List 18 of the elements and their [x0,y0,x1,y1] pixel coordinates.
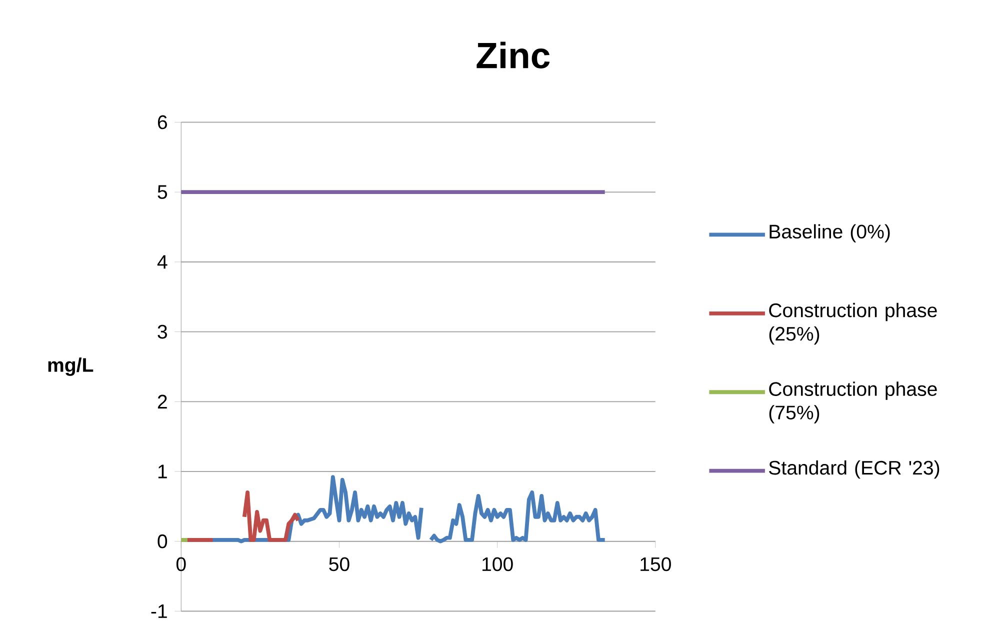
y-tick-label: 0 [158,534,168,548]
x-tick-label: 150 [640,557,671,572]
x-tick-label: 50 [329,557,350,572]
y-axis-title: mg/L [48,358,94,376]
legend-label: Baseline (0%) [770,224,890,243]
x-tick-label: 100 [482,557,513,572]
y-tick-label: -1 [151,604,167,618]
chart-title: Zinc [476,42,550,69]
y-tick-label: 4 [157,255,168,269]
legend-label: Construction phase (75%) [769,382,937,424]
y-tick-label: 5 [158,185,168,200]
y-tick-label: 2 [158,394,167,409]
legend-label: Construction phase (25%) [769,303,937,345]
x-tick-label: 0 [176,557,186,572]
y-tick-label: 3 [158,325,167,339]
y-tick-label: 1 [158,464,167,478]
legend-label: Standard (ECR '23) [769,460,940,479]
y-tick-label: 6 [158,115,167,130]
